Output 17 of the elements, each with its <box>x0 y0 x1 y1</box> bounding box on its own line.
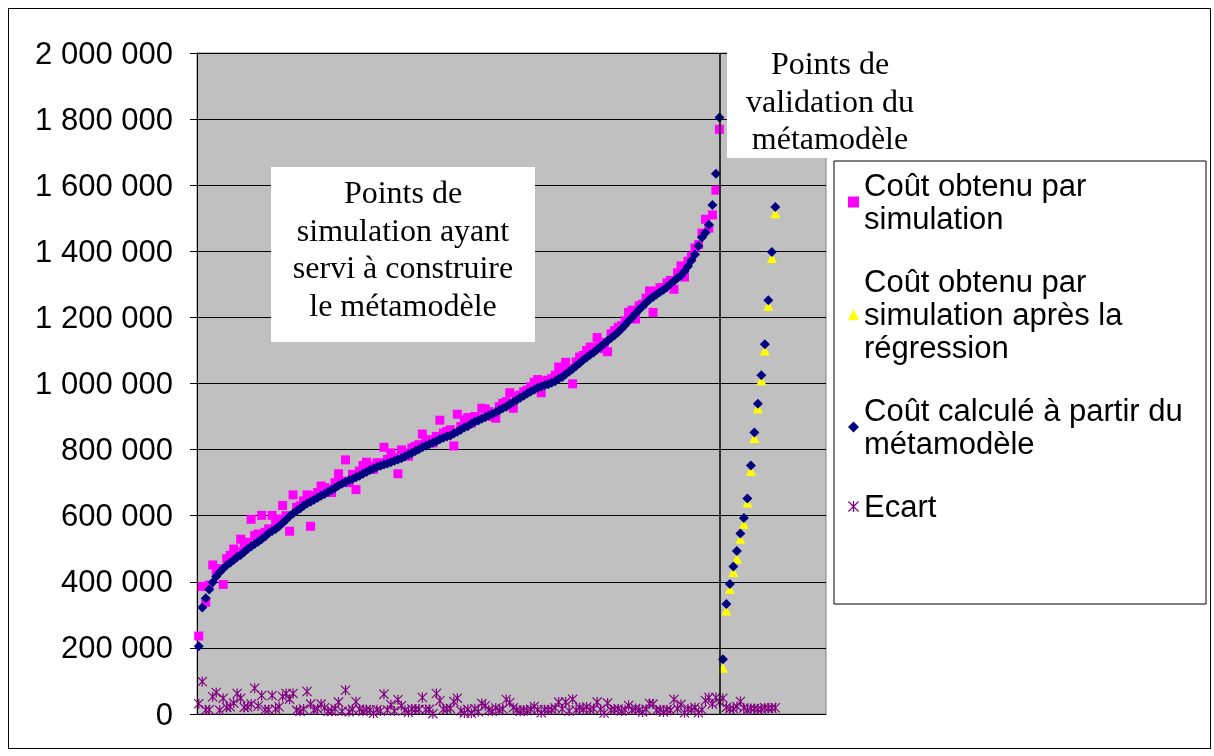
legend-label: Coût obtenu par simulation <box>864 168 1087 236</box>
y-tick-label: 200 000 <box>60 630 173 666</box>
y-tick-label: 400 000 <box>60 564 173 600</box>
y-tick-label: 1 400 000 <box>35 233 173 269</box>
y-tick-label: 1 800 000 <box>35 101 173 137</box>
y-tick-label: 1 000 000 <box>35 366 173 401</box>
y-tick-label: 2 000 000 <box>35 35 173 71</box>
legend-label: Coût obtenu par simulation après la régression <box>864 264 1124 365</box>
y-tick-label: 800 000 <box>60 432 173 468</box>
legend-label: Coût calculé à partir du métamodèle <box>864 393 1183 461</box>
y-tick-label: 0 <box>155 696 173 732</box>
annotation: Points de validation du métamodèle <box>727 42 933 158</box>
annotation: Points de simulation ayant servi à construire le métamodèle <box>271 167 535 342</box>
y-tick-label: 1 600 000 <box>35 167 173 203</box>
legend-label: Ecart <box>864 489 937 524</box>
y-tick-label: 600 000 <box>60 498 173 534</box>
y-tick-label: 1 200 000 <box>35 299 173 335</box>
